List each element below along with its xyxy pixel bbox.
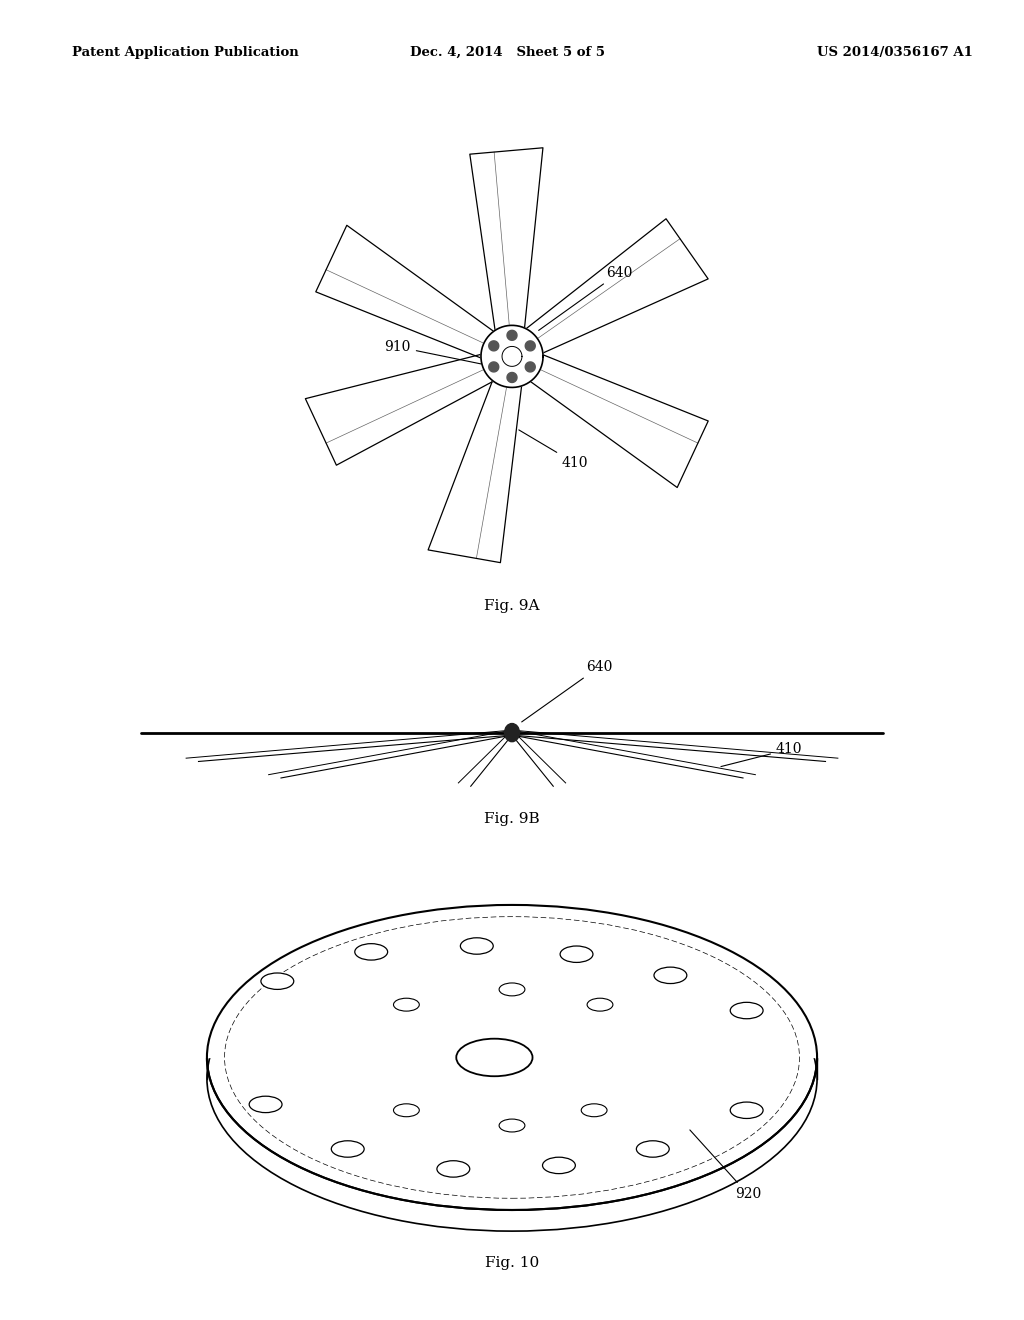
Ellipse shape (730, 1002, 763, 1019)
Ellipse shape (207, 906, 817, 1210)
Polygon shape (507, 330, 517, 341)
Text: Patent Application Publication: Patent Application Publication (72, 46, 298, 59)
Text: Fig. 9A: Fig. 9A (484, 599, 540, 612)
Ellipse shape (332, 1140, 365, 1158)
Ellipse shape (560, 946, 593, 962)
Ellipse shape (543, 1158, 575, 1173)
Ellipse shape (261, 973, 294, 990)
Polygon shape (507, 372, 517, 383)
Ellipse shape (730, 1102, 763, 1118)
Ellipse shape (587, 998, 613, 1011)
Ellipse shape (457, 1039, 532, 1076)
Ellipse shape (636, 1140, 670, 1158)
Polygon shape (101, 858, 923, 1057)
Ellipse shape (461, 937, 494, 954)
Text: 640: 640 (521, 660, 612, 722)
Text: Dec. 4, 2014   Sheet 5 of 5: Dec. 4, 2014 Sheet 5 of 5 (410, 46, 604, 59)
Text: 920: 920 (690, 1130, 761, 1201)
Polygon shape (315, 226, 496, 359)
Ellipse shape (354, 944, 388, 960)
Text: 640: 640 (512, 970, 715, 1055)
Polygon shape (470, 148, 543, 334)
Ellipse shape (505, 723, 519, 742)
Ellipse shape (499, 1119, 525, 1133)
Ellipse shape (499, 983, 525, 995)
Polygon shape (305, 354, 496, 465)
Polygon shape (488, 362, 499, 372)
Polygon shape (488, 341, 499, 351)
Polygon shape (528, 354, 709, 487)
Text: 410: 410 (721, 742, 803, 767)
Ellipse shape (437, 1160, 470, 1177)
Text: 640: 640 (539, 265, 633, 330)
Text: 910: 910 (580, 894, 750, 953)
Ellipse shape (393, 1104, 419, 1117)
Polygon shape (481, 325, 543, 388)
Polygon shape (523, 219, 709, 354)
Text: US 2014/0356167 A1: US 2014/0356167 A1 (817, 46, 973, 59)
Ellipse shape (582, 1104, 607, 1117)
Ellipse shape (654, 968, 687, 983)
Text: Fig. 9B: Fig. 9B (484, 812, 540, 826)
Polygon shape (525, 341, 536, 351)
Text: 410: 410 (519, 430, 589, 470)
Polygon shape (502, 346, 522, 367)
Text: 910: 910 (384, 339, 485, 364)
Ellipse shape (393, 998, 419, 1011)
Polygon shape (525, 362, 536, 372)
Polygon shape (428, 378, 522, 562)
Ellipse shape (249, 1096, 282, 1113)
Text: Fig. 10: Fig. 10 (485, 1255, 539, 1270)
